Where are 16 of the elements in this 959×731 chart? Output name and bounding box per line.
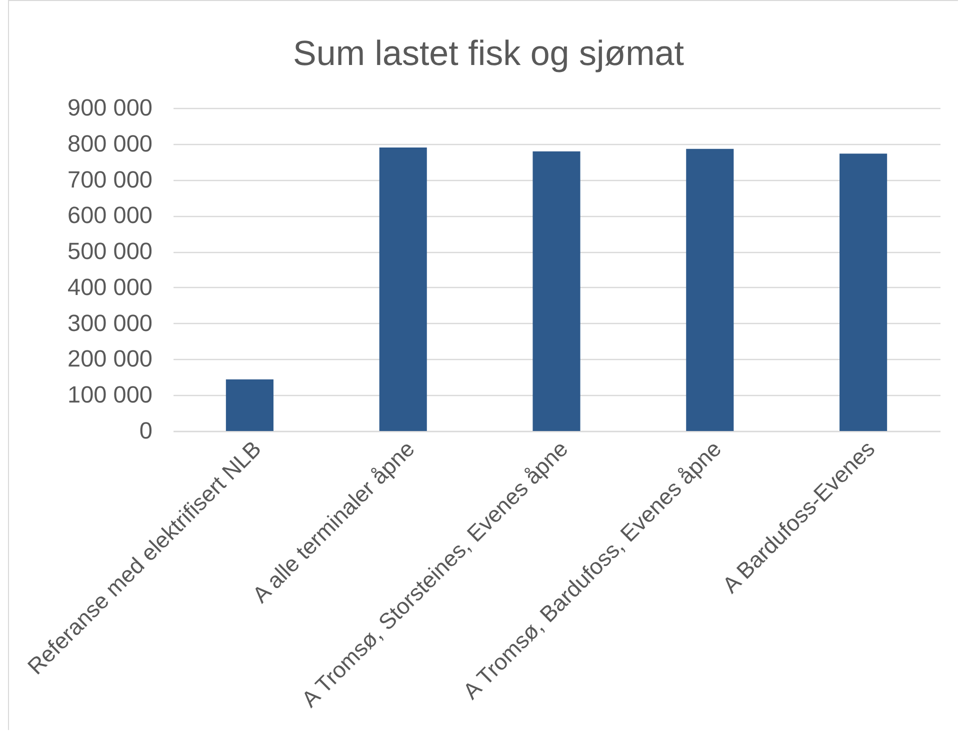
y-tick-label: 400 000	[68, 274, 152, 300]
y-tick-label: 200 000	[68, 346, 152, 372]
bar	[840, 154, 888, 431]
bar	[379, 147, 427, 431]
y-tick-label: 0	[139, 418, 152, 444]
y-tick-label: 300 000	[68, 310, 152, 336]
y-tick-label: 900 000	[68, 94, 152, 120]
bar	[532, 151, 580, 431]
bar	[226, 379, 274, 431]
y-tick-label: 500 000	[68, 238, 152, 264]
y-tick-label: 100 000	[68, 382, 152, 408]
y-tick-label: 600 000	[68, 202, 152, 228]
y-tick-label: 800 000	[68, 130, 152, 156]
y-tick-label: 700 000	[68, 166, 152, 192]
bar	[686, 148, 734, 431]
chart-title: Sum lastet fisk og sjømat	[293, 34, 684, 73]
